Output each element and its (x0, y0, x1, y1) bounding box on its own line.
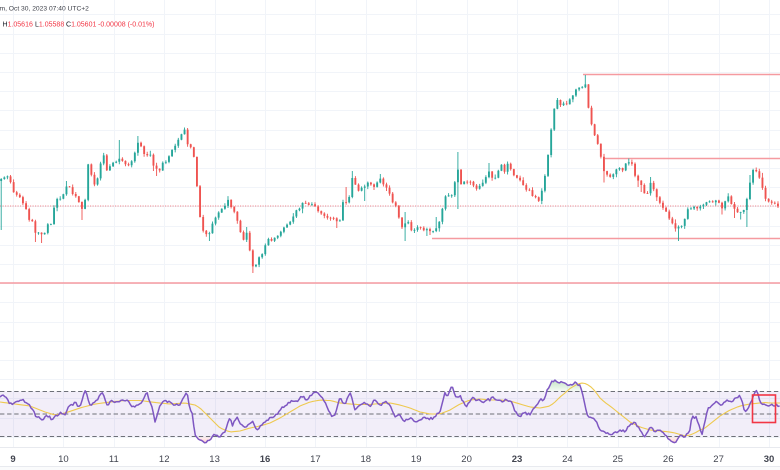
svg-text:9: 9 (10, 454, 15, 465)
svg-text:24: 24 (562, 454, 573, 465)
svg-text:27: 27 (713, 454, 724, 465)
svg-text:10: 10 (58, 454, 69, 465)
svg-text:20: 20 (461, 454, 472, 465)
svg-text:23: 23 (512, 454, 523, 465)
svg-text:16: 16 (260, 454, 271, 465)
svg-text:19: 19 (411, 454, 422, 465)
svg-text:30: 30 (764, 454, 775, 465)
svg-text:11: 11 (109, 454, 119, 465)
svg-text:17: 17 (310, 454, 321, 465)
svg-text:13: 13 (209, 454, 220, 465)
svg-text:26: 26 (663, 454, 674, 465)
svg-text:m, Oct 30, 2023 07:40 UTC+2: m, Oct 30, 2023 07:40 UTC+2 (0, 6, 89, 13)
svg-text:25: 25 (613, 454, 624, 465)
svg-text:12: 12 (159, 454, 170, 465)
svg-text:18: 18 (361, 454, 372, 465)
